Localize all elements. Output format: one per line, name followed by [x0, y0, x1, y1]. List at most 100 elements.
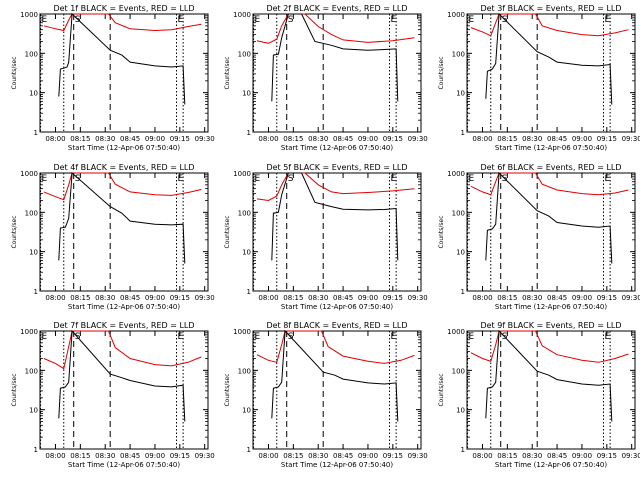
y-axis-label: Counts/sec [11, 373, 18, 406]
black-series-line [271, 172, 399, 261]
detector-panel-3: Det 3f BLACK = Events, RED = LLD 1 10 100 10… [438, 4, 640, 152]
panel-title: Det 3f BLACK = Events, RED = LLD [480, 4, 621, 13]
red-series-line [43, 13, 202, 32]
red-series-line [43, 330, 202, 370]
x-tick-label: 08:15 [283, 294, 303, 302]
x-tick-label: 08:00 [472, 135, 492, 143]
x-tick-label: 09:15 [597, 452, 617, 460]
x-tick-label: 08:15 [497, 135, 517, 143]
x-tick-label: 08:15 [497, 294, 517, 302]
y-tick-label: 100 [25, 50, 38, 58]
y-tick-label: 1 [247, 129, 251, 137]
black-series-line [485, 329, 613, 422]
y-tick-label: 10 [456, 90, 465, 98]
y-tick-label: 1000 [447, 11, 465, 19]
x-tick-label: 09:15 [383, 294, 403, 302]
x-tick-label: 08:30 [522, 135, 542, 143]
marker-label-e: E [391, 174, 397, 184]
black-series-line [485, 12, 613, 105]
x-axis-label: Start Time (12-Apr-06 07:50:40) [495, 303, 607, 311]
red-series-line [43, 172, 202, 201]
panel-title: Det 5f BLACK = Events, RED = LLD [266, 163, 407, 172]
y-axis-label: Counts/sec [11, 56, 18, 89]
marker-label-e: E [605, 174, 611, 184]
x-tick-label: 09:30 [195, 135, 215, 143]
x-axis-label: Start Time (12-Apr-06 07:50:40) [68, 461, 180, 469]
y-tick-label: 100 [238, 50, 251, 58]
y-tick-label: 1 [461, 129, 465, 137]
marker-label-s: S [75, 174, 81, 184]
x-tick-label: 09:00 [358, 294, 378, 302]
marker-label-e: E [605, 332, 611, 342]
detector-panel-7: Det 7f BLACK = Events, RED = LLD 1 10 100 10… [11, 321, 215, 469]
y-tick-label: 1 [461, 288, 465, 296]
x-tick-label: 09:15 [170, 135, 190, 143]
marker-label-s: S [288, 15, 294, 25]
detector-panel-2: Det 2f BLACK = Events, RED = LLD 1 10 100 10… [224, 4, 428, 152]
y-tick-label: 10 [29, 90, 38, 98]
y-tick-label: 1000 [20, 170, 38, 178]
y-tick-label: 100 [452, 209, 465, 217]
marker-label-e: E [469, 332, 475, 342]
panel-title: Det 7f BLACK = Events, RED = LLD [53, 321, 194, 330]
panel-title: Det 2f BLACK = Events, RED = LLD [266, 4, 407, 13]
y-axis-label: Counts/sec [224, 215, 231, 248]
detector-panel-5: Det 5f BLACK = Events, RED = LLD 1 10 100 10… [224, 163, 428, 311]
x-tick-label: 08:45 [547, 135, 567, 143]
detector-panel-8: Det 8f BLACK = Events, RED = LLD 1 10 100 10… [224, 321, 428, 469]
y-tick-label: 10 [242, 249, 251, 257]
x-axis-label: Start Time (12-Apr-06 07:50:40) [68, 144, 180, 152]
plot-frame [39, 330, 209, 450]
y-axis-label: Counts/sec [224, 373, 231, 406]
x-tick-label: 08:00 [472, 452, 492, 460]
x-axis-label: Start Time (12-Apr-06 07:50:40) [68, 303, 180, 311]
black-series-line [271, 13, 399, 102]
plot-frame [39, 172, 209, 292]
x-tick-label: 08:30 [522, 452, 542, 460]
plot-frame [252, 13, 422, 133]
x-axis-label: Start Time (12-Apr-06 07:50:40) [495, 144, 607, 152]
x-tick-label: 08:30 [95, 135, 115, 143]
x-tick-label: 08:15 [283, 452, 303, 460]
y-tick-label: 100 [238, 209, 251, 217]
x-tick-label: 08:15 [70, 294, 90, 302]
x-tick-label: 09:30 [195, 452, 215, 460]
x-tick-label: 08:30 [308, 135, 328, 143]
y-tick-label: 10 [29, 407, 38, 415]
x-tick-label: 09:00 [572, 294, 592, 302]
x-tick-label: 09:00 [572, 135, 592, 143]
x-tick-label: 08:30 [308, 294, 328, 302]
black-series-line [58, 12, 186, 105]
marker-label-e: E [391, 332, 397, 342]
x-tick-label: 08:15 [283, 135, 303, 143]
panel-title: Det 4f BLACK = Events, RED = LLD [53, 163, 194, 172]
y-tick-label: 10 [456, 407, 465, 415]
x-tick-label: 09:15 [597, 135, 617, 143]
x-tick-label: 08:00 [45, 135, 65, 143]
y-tick-label: 10 [242, 90, 251, 98]
y-tick-label: 1 [247, 446, 251, 454]
marker-label-e: E [605, 15, 611, 25]
x-tick-label: 09:15 [383, 452, 403, 460]
marker-label-e: E [255, 174, 261, 184]
plot-frame [39, 13, 209, 133]
x-tick-label: 09:30 [408, 135, 428, 143]
x-tick-label: 08:15 [70, 452, 90, 460]
y-tick-label: 100 [25, 209, 38, 217]
y-tick-label: 1 [461, 446, 465, 454]
x-tick-label: 09:00 [572, 452, 592, 460]
x-tick-label: 08:45 [120, 452, 140, 460]
x-tick-label: 08:45 [547, 294, 567, 302]
detector-panel-1: Det 1f BLACK = Events, RED = LLD 1 10 100 10… [11, 4, 215, 152]
detector-panel-4: Det 4f BLACK = Events, RED = LLD 1 10 100 10… [11, 163, 215, 311]
x-tick-label: 09:30 [408, 452, 428, 460]
y-tick-label: 1 [247, 288, 251, 296]
x-tick-label: 08:45 [333, 452, 353, 460]
x-axis-label: Start Time (12-Apr-06 07:50:40) [281, 461, 393, 469]
red-series-line [470, 330, 629, 363]
panel-title: Det 1f BLACK = Events, RED = LLD [53, 4, 194, 13]
detector-panel-6: Det 6f BLACK = Events, RED = LLD 1 10 100 10… [438, 163, 640, 311]
red-series-line [470, 172, 629, 196]
plot-frame [466, 330, 636, 450]
